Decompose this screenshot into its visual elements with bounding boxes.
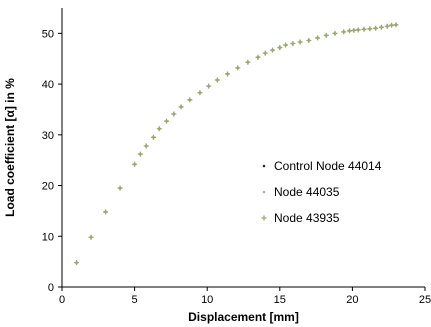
data-point: [206, 83, 212, 89]
data-point: [103, 209, 109, 215]
data-point: [117, 185, 123, 191]
data-point: [373, 25, 379, 31]
data-point: [255, 54, 261, 60]
data-point: [150, 134, 156, 140]
legend-entry-label: Node 43935: [274, 211, 340, 225]
x-ticks: 0 5 10 15 20 25: [59, 287, 431, 306]
y-tick-label: 40: [42, 79, 54, 91]
data-markers: [74, 22, 399, 266]
x-tick-label: 0: [59, 294, 65, 306]
y-tick-label: 10: [42, 231, 54, 243]
legend: Control Node 44014 Node 44035 Node 43935: [261, 159, 382, 225]
x-tick-label: 25: [419, 294, 431, 306]
data-point: [137, 151, 143, 157]
data-point: [306, 37, 312, 43]
x-tick-label: 5: [132, 294, 138, 306]
data-point: [156, 126, 162, 132]
x-axis-title: Displacement [mm]: [188, 310, 299, 324]
data-point: [245, 59, 251, 65]
data-point: [262, 50, 268, 56]
y-axis-title: Load coefficient [α] in %: [3, 78, 17, 217]
y-tick-label: 20: [42, 181, 54, 193]
x-tick-label: 10: [201, 294, 213, 306]
data-point: [315, 35, 321, 41]
data-point: [132, 161, 138, 167]
data-point: [378, 24, 384, 30]
data-point: [197, 90, 203, 96]
legend-marker: [262, 164, 266, 168]
data-point: [384, 23, 390, 29]
x-tick-label: 20: [346, 294, 358, 306]
data-point: [283, 42, 289, 48]
data-point: [323, 32, 329, 38]
data-point: [143, 143, 149, 149]
legend-entry-label: Control Node 44014: [274, 159, 382, 173]
data-point: [214, 77, 220, 83]
data-point: [351, 27, 357, 33]
data-point: [235, 65, 241, 71]
data-point: [290, 41, 296, 47]
data-point: [270, 47, 276, 53]
data-point: [341, 29, 347, 35]
data-point: [88, 234, 94, 240]
data-point: [367, 26, 373, 32]
data-point: [361, 26, 367, 32]
series-1: [75, 23, 398, 264]
data-point: [164, 118, 170, 124]
data-point: [277, 45, 283, 51]
legend-marker: [262, 190, 266, 194]
legend-marker: [261, 215, 267, 221]
series-2: [74, 22, 399, 266]
data-point: [187, 97, 193, 103]
legend-entry-label: Node 44035: [274, 185, 340, 199]
data-point: [225, 71, 231, 77]
y-tick-label: 0: [48, 282, 54, 294]
data-point: [74, 260, 80, 266]
data-point: [389, 22, 395, 28]
series-0: [75, 23, 398, 264]
data-point: [393, 22, 399, 28]
y-tick-label: 50: [42, 28, 54, 40]
data-point: [297, 39, 303, 45]
data-point: [332, 30, 338, 36]
data-point: [171, 111, 177, 117]
data-point: [178, 104, 184, 110]
data-point: [355, 27, 361, 33]
x-tick-label: 15: [274, 294, 286, 306]
y-tick-label: 30: [42, 130, 54, 142]
y-ticks: 0 10 20 30 40 50: [42, 28, 62, 294]
plot-area: 0 5 10 15 20 25 0 10 20 30 40 50: [42, 8, 431, 306]
data-point: [346, 28, 352, 34]
